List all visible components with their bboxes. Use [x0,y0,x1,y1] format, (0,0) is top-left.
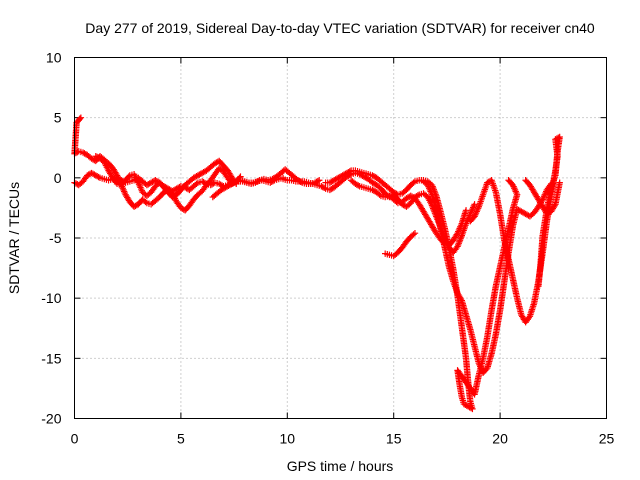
x-tick-label: 25 [599,431,615,447]
grid [74,57,607,419]
data-marks [71,114,563,413]
series-sat-k [522,177,563,218]
series-sat-c [92,152,240,201]
data-point [346,168,353,175]
data-point [355,182,362,189]
data-point [376,191,383,198]
data-point [393,198,400,206]
series-sat-g [347,177,470,249]
data-point [255,177,262,185]
chart-title: Day 277 of 2019, Sidereal Day-to-day VTE… [85,20,595,36]
x-tick-label: 10 [280,431,296,447]
data-point [556,179,563,186]
data-point [193,180,200,188]
data-point [462,207,470,214]
series-sat-h [381,229,419,260]
data-point [414,192,422,199]
data-point [236,174,243,182]
series-sat-i [420,178,555,376]
data-point [95,173,102,181]
y-tick-label: 0 [54,170,62,186]
y-tick-label: -10 [41,290,61,306]
x-tick-label: 5 [177,431,185,447]
data-point [316,177,323,184]
data-point [314,177,322,185]
series-sat-j [467,133,563,326]
data-point [320,184,328,192]
data-point [457,295,465,303]
y-tick-label: -5 [49,230,62,246]
data-point [551,202,558,209]
y-axis-ticks: -20 -15 -10 -5 0 5 10 [41,50,607,427]
x-tick-label: 0 [71,431,79,447]
data-point [410,179,417,186]
data-point [74,118,81,125]
y-tick-label: 5 [54,110,62,126]
y-tick-label: -20 [41,411,61,427]
x-axis-ticks: 0 5 10 15 20 25 [71,57,615,447]
data-point [411,229,419,237]
y-tick-label: 10 [46,50,62,66]
x-axis-label: GPS time / hours [287,458,394,474]
plot-frame [74,57,607,419]
x-tick-label: 20 [492,431,508,447]
y-axis-label: SDTVAR / TECUs [6,182,22,294]
data-point [229,180,236,187]
data-point [410,231,417,238]
data-point [506,178,513,185]
data-point [471,201,478,208]
data-point [535,282,542,290]
y-tick-label: -15 [41,350,61,366]
data-point [505,177,512,184]
x-tick-label: 15 [386,431,402,447]
data-point [142,198,149,206]
